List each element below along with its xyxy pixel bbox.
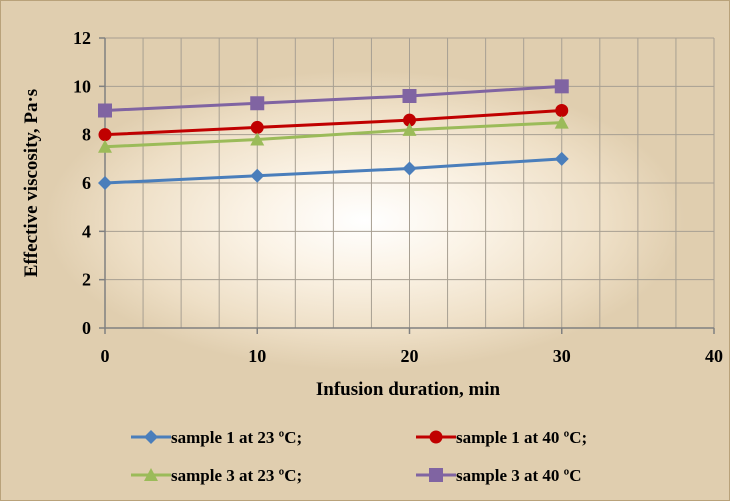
- x-tick-label: 20: [401, 346, 419, 366]
- data-point: [98, 176, 112, 190]
- series-1: [98, 151, 569, 190]
- x-tick-label: 10: [248, 346, 266, 366]
- legend-item: sample 1 at 40 ºC;: [416, 428, 587, 447]
- legend-item: sample 3 at 40 ºC: [416, 466, 582, 485]
- y-tick-label: 4: [82, 221, 91, 241]
- data-point: [403, 113, 416, 127]
- y-tick-label: 0: [82, 318, 91, 338]
- series: [98, 79, 569, 190]
- data-point: [554, 151, 569, 166]
- data-point: [98, 103, 112, 118]
- legend-marker: [429, 468, 443, 482]
- x-axis-title: Infusion duration, min: [316, 379, 501, 400]
- data-point: [402, 89, 417, 103]
- y-tick-label: 2: [82, 270, 91, 290]
- data-point: [98, 139, 112, 153]
- data-point: [250, 132, 265, 146]
- x-tick-label: 0: [101, 346, 110, 366]
- data-point: [250, 120, 264, 134]
- legend-label: sample 1 at 40 ºC;: [456, 428, 587, 447]
- x-tick-label: 30: [553, 346, 571, 366]
- legend-marker: [144, 468, 158, 481]
- y-tick-label: 12: [73, 28, 91, 48]
- legend-label: sample 3 at 23 ºC;: [171, 466, 302, 485]
- data-point: [250, 168, 265, 183]
- axes: [99, 37, 715, 334]
- legend-label: sample 1 at 23 ºC;: [171, 428, 302, 447]
- series-line: [104, 121, 562, 149]
- legend-item: sample 1 at 23 ºC;: [131, 428, 302, 447]
- legend-item: sample 3 at 23 ºC;: [131, 466, 302, 485]
- data-point: [402, 161, 417, 176]
- grid: [104, 37, 715, 329]
- legend: sample 1 at 23 ºC; sample 1 at 40 ºC; samp…: [131, 428, 587, 485]
- y-axis-title: Effective viscosity, Pa·s: [21, 89, 42, 277]
- data-point: [555, 104, 569, 117]
- data-point: [554, 79, 569, 94]
- series-line: [104, 109, 562, 137]
- legend-label: sample 3 at 40 ºC: [456, 466, 582, 485]
- data-point: [250, 96, 265, 111]
- legend-marker: [429, 430, 443, 444]
- series-line: [104, 84, 562, 112]
- y-tick-label: 8: [82, 125, 91, 145]
- series-2: [98, 104, 569, 142]
- series-3: [98, 115, 569, 153]
- series-4: [98, 79, 569, 118]
- x-tick-label: 40: [705, 346, 723, 366]
- y-tick-label: 10: [73, 76, 91, 96]
- data-point: [402, 122, 417, 136]
- tick-labels: 0 2 4 6 8 10 12 0 10 20 30 40: [73, 28, 723, 366]
- legend-marker: [144, 430, 158, 444]
- data-point: [554, 115, 569, 129]
- series-line: [104, 157, 562, 185]
- data-point: [98, 128, 112, 142]
- y-tick-label: 6: [82, 173, 91, 193]
